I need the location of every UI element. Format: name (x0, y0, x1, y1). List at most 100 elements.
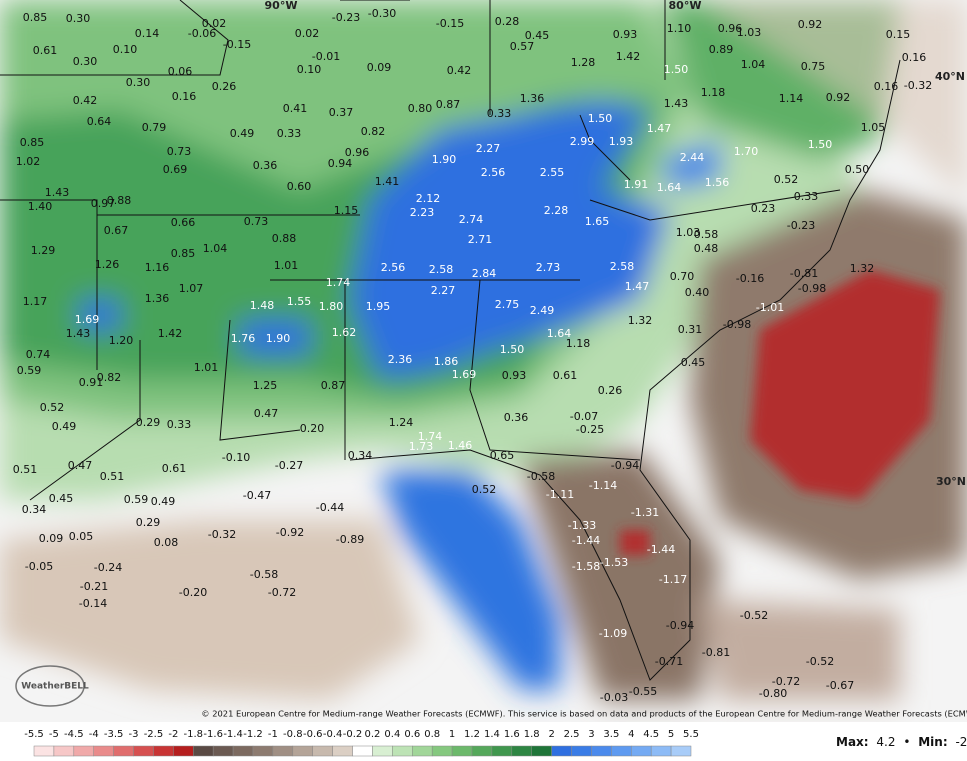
value-label: 0.88 (272, 232, 297, 245)
value-label: 0.93 (502, 369, 527, 382)
value-label: 0.69 (163, 163, 188, 176)
value-label: 0.33 (277, 127, 302, 140)
value-label: 0.89 (709, 43, 734, 56)
value-label: 0.91 (79, 376, 104, 389)
value-label: 0.94 (328, 157, 353, 170)
value-label: -1.09 (599, 627, 627, 640)
value-label: -0.94 (666, 619, 694, 632)
value-label: -0.52 (740, 609, 768, 622)
colorbar-label: -5 (49, 729, 59, 740)
value-label: 1.64 (657, 181, 682, 194)
stats: Max: 4.2 • Min: -2.6 (836, 735, 967, 749)
value-label: -0.72 (268, 586, 296, 599)
colorbar-label: -4.5 (64, 729, 84, 740)
value-label: 0.51 (100, 470, 125, 483)
separator: • (903, 735, 910, 749)
value-label: 1.26 (95, 258, 120, 271)
value-label: 2.73 (536, 261, 561, 274)
colorbar-label: -1.6 (203, 729, 223, 740)
value-label: 0.58 (694, 228, 719, 241)
colorbar-swatch (73, 745, 94, 757)
value-label: 0.30 (66, 12, 91, 25)
value-label: -1.11 (546, 488, 574, 501)
colorbar-label: 0.8 (424, 729, 440, 740)
value-label: 1.05 (861, 121, 886, 134)
colorbar-label: 4 (628, 729, 634, 740)
value-label: 0.45 (681, 356, 706, 369)
colorbar: -5.5 -5 -4.5 -4 -3.5 -3 -2.5 -2 -1.8 -1.6 -1.4 -1.2… (24, 729, 699, 757)
colorbar-label: -0.8 (283, 729, 303, 740)
colorbar-swatch (252, 745, 274, 757)
colorbar-swatch (571, 745, 592, 757)
value-label: 1.90 (266, 332, 291, 345)
value-label: 0.65 (490, 449, 515, 462)
value-label: -0.89 (336, 533, 364, 546)
value-label: 0.20 (300, 422, 325, 435)
value-label: 0.48 (694, 242, 719, 255)
value-label: -0.80 (759, 687, 787, 700)
value-label: -0.15 (223, 38, 251, 51)
value-label: -1.17 (659, 573, 687, 586)
value-label: 1.32 (628, 314, 653, 327)
value-label: 0.82 (97, 371, 122, 384)
colorbar-swatch (471, 745, 493, 757)
colorbar-label: -3 (129, 729, 139, 740)
value-label: -0.20 (179, 586, 207, 599)
value-label: 1.50 (808, 138, 833, 151)
value-label: 0.30 (126, 76, 151, 89)
value-label: 1.03 (676, 226, 701, 239)
colorbar-swatch (312, 745, 333, 757)
value-label: 1.18 (701, 86, 726, 99)
value-label: 0.59 (124, 493, 149, 506)
value-label: 0.60 (287, 180, 312, 193)
colorbar-swatch (491, 745, 513, 757)
value-label: 0.75 (801, 60, 826, 73)
value-label: 0.52 (40, 401, 65, 414)
longitude-label: 90°W (265, 0, 298, 12)
value-label: 0.47 (68, 459, 93, 472)
value-label: 1.17 (23, 295, 48, 308)
value-label: 0.33 (167, 418, 192, 431)
colorbar-swatch (352, 745, 373, 757)
value-label: 0.31 (678, 323, 703, 336)
value-label: 1.95 (366, 300, 391, 313)
value-label: 0.42 (73, 94, 98, 107)
colorbar-label: 1.4 (484, 729, 500, 740)
value-label: -0.27 (275, 459, 303, 472)
value-label: 1.36 (145, 292, 170, 305)
value-label: 1.04 (741, 58, 766, 71)
colorbar-swatch (670, 745, 692, 757)
borders (0, 0, 901, 681)
value-label: 2.23 (410, 206, 435, 219)
colorbar-swatch (451, 745, 473, 757)
value-label: 1.48 (250, 299, 275, 312)
value-label: 0.02 (202, 17, 227, 30)
value-label: 1.46 (448, 439, 473, 452)
colorbar-label: 2.5 (564, 729, 580, 740)
value-label: 0.08 (154, 536, 179, 549)
value-label: 1.69 (452, 368, 477, 381)
value-label: -1.01 (756, 301, 784, 314)
colorbar-swatch (113, 745, 134, 757)
colorbar-label: 5.5 (683, 729, 699, 740)
value-label: 1.86 (434, 355, 459, 368)
value-label: 2.58 (429, 263, 454, 276)
value-label: 1.41 (375, 175, 400, 188)
max-value: 4.2 (876, 735, 895, 749)
colorbar-swatch (292, 745, 313, 757)
value-label: 0.70 (670, 270, 695, 283)
value-label: 1.36 (520, 92, 545, 105)
value-label: 0.42 (447, 64, 472, 77)
value-label: -0.71 (655, 655, 683, 668)
value-label: 0.36 (504, 411, 529, 424)
value-label: -1.58 (572, 560, 600, 573)
value-label: 1.50 (664, 63, 689, 76)
value-label: 0.40 (685, 286, 710, 299)
value-label: -0.94 (611, 459, 639, 472)
value-label: 1.62 (332, 326, 357, 339)
value-label: 0.45 (49, 492, 74, 505)
value-label: 1.24 (389, 416, 414, 429)
value-label: 1.80 (319, 300, 344, 313)
